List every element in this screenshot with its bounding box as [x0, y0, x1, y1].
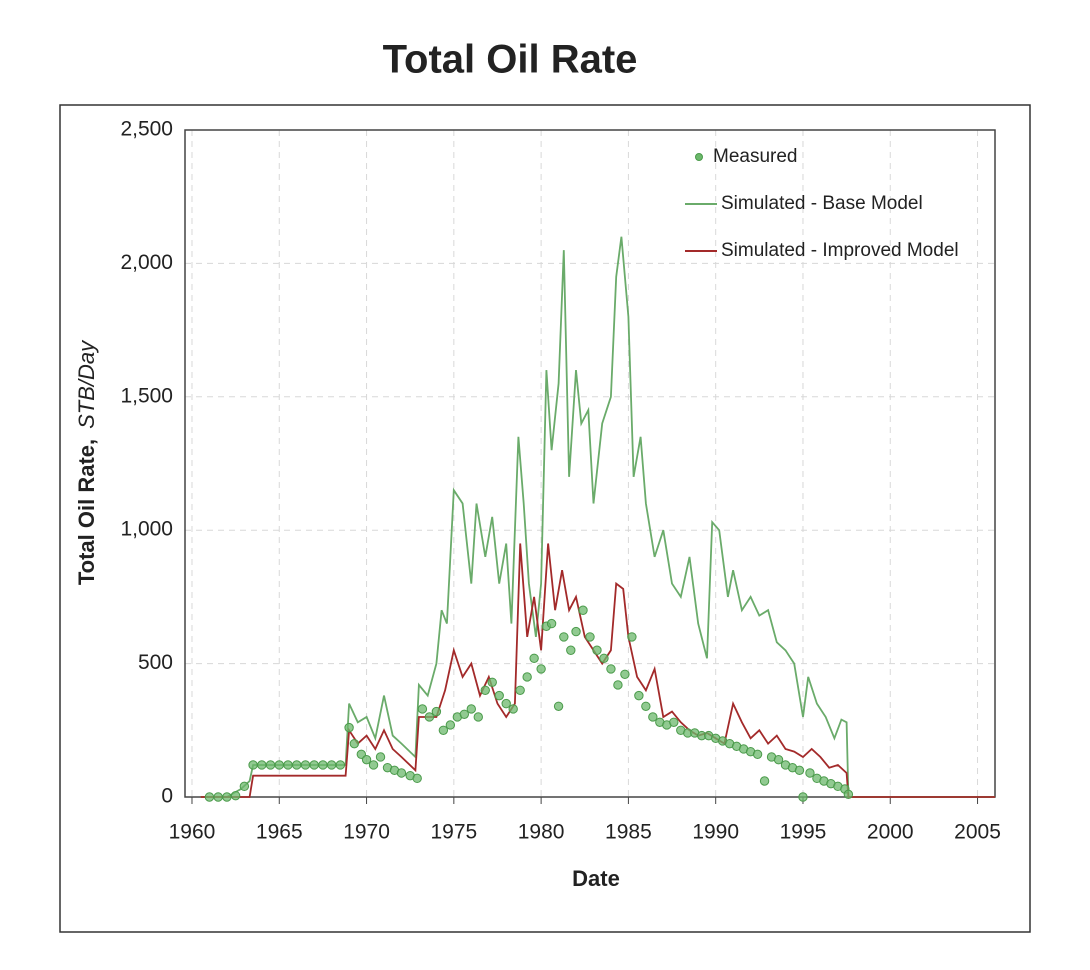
data-point	[466, 704, 476, 714]
data-point	[239, 781, 250, 792]
series-line	[200, 236, 995, 798]
x-tick-label: 1990	[692, 821, 739, 844]
data-point	[361, 754, 372, 765]
legend-label: Simulated - Base Model	[721, 193, 923, 214]
data-point	[566, 645, 576, 655]
y-tick-label: 1,500	[120, 384, 173, 407]
y-tick-label: 500	[138, 651, 173, 674]
data-point	[648, 712, 658, 722]
data-point	[613, 680, 623, 690]
data-point	[599, 653, 609, 663]
y-axis-title: Total Oil Rate,	[74, 439, 99, 585]
data-point	[445, 720, 456, 730]
x-tick-label: 1980	[518, 821, 565, 844]
data-point	[669, 717, 679, 727]
data-point	[438, 725, 449, 735]
x-tick-label: 2005	[954, 821, 1001, 844]
data-point	[641, 701, 651, 711]
data-point	[494, 690, 504, 701]
data-point	[487, 677, 497, 687]
legend-label: Simulated - Improved Model	[721, 240, 959, 261]
data-point	[634, 690, 644, 701]
data-point	[375, 752, 386, 762]
data-point	[501, 698, 511, 709]
data-point	[620, 669, 630, 679]
data-point	[546, 618, 557, 629]
x-tick-label: 1975	[430, 821, 477, 844]
data-point	[300, 760, 311, 770]
data-point	[326, 760, 337, 770]
data-point	[508, 704, 518, 714]
data-point	[559, 632, 569, 642]
data-point	[759, 776, 770, 786]
data-point	[578, 605, 588, 615]
chart-title: Total Oil Rate	[383, 38, 638, 82]
data-point	[309, 760, 319, 770]
y-tick-label: 2,000	[120, 251, 173, 274]
data-point	[204, 792, 215, 802]
y-tick-label: 2,500	[120, 118, 173, 141]
data-point	[459, 709, 470, 719]
data-point	[318, 760, 328, 770]
data-point	[431, 706, 442, 717]
data-point	[222, 792, 232, 802]
x-tick-label: 2000	[867, 821, 914, 844]
data-point	[248, 760, 258, 770]
data-point	[627, 632, 637, 642]
legend-label: Measured	[713, 146, 798, 167]
data-point	[529, 653, 539, 663]
plot-area	[184, 129, 996, 798]
x-tick-label: 1970	[343, 821, 390, 844]
data-point	[773, 754, 784, 765]
series-line	[200, 543, 995, 798]
data-point	[585, 632, 595, 642]
data-point	[522, 672, 532, 682]
data-point	[752, 749, 763, 760]
data-point	[396, 768, 407, 778]
x-axis-label: Date	[572, 866, 620, 891]
data-point	[412, 773, 422, 784]
data-point	[257, 760, 267, 770]
data-point	[368, 760, 379, 770]
data-point	[349, 738, 360, 749]
data-point	[424, 712, 435, 722]
data-point	[344, 722, 354, 733]
x-tick-label: 1985	[605, 821, 652, 844]
y-axis-label: Total Oil Rate, STB/Day	[74, 339, 99, 585]
y-tick-label: 1,000	[120, 518, 173, 541]
y-axis-unit: STB/Day	[74, 339, 99, 429]
data-point	[798, 792, 808, 802]
data-point	[606, 664, 616, 674]
data-point	[794, 765, 805, 776]
data-point	[805, 768, 815, 778]
data-point	[843, 789, 854, 800]
data-point	[292, 760, 302, 770]
x-tick-label: 1960	[169, 821, 216, 844]
data-point	[335, 760, 346, 770]
legend-marker	[695, 153, 703, 161]
data-point	[480, 685, 490, 695]
x-tick-label: 1965	[256, 821, 303, 844]
data-point	[515, 685, 525, 695]
data-point	[230, 790, 241, 801]
data-point	[213, 792, 223, 802]
data-point	[283, 760, 293, 770]
data-point	[473, 712, 483, 722]
data-point	[553, 701, 564, 711]
y-tick-label: 0	[161, 785, 173, 808]
data-point	[265, 760, 276, 770]
data-point	[536, 664, 546, 674]
data-point	[274, 760, 284, 770]
data-point	[571, 626, 581, 637]
chart-frame	[59, 104, 1031, 933]
data-point	[592, 645, 602, 655]
data-point	[417, 704, 428, 714]
x-tick-label: 1995	[780, 821, 827, 844]
